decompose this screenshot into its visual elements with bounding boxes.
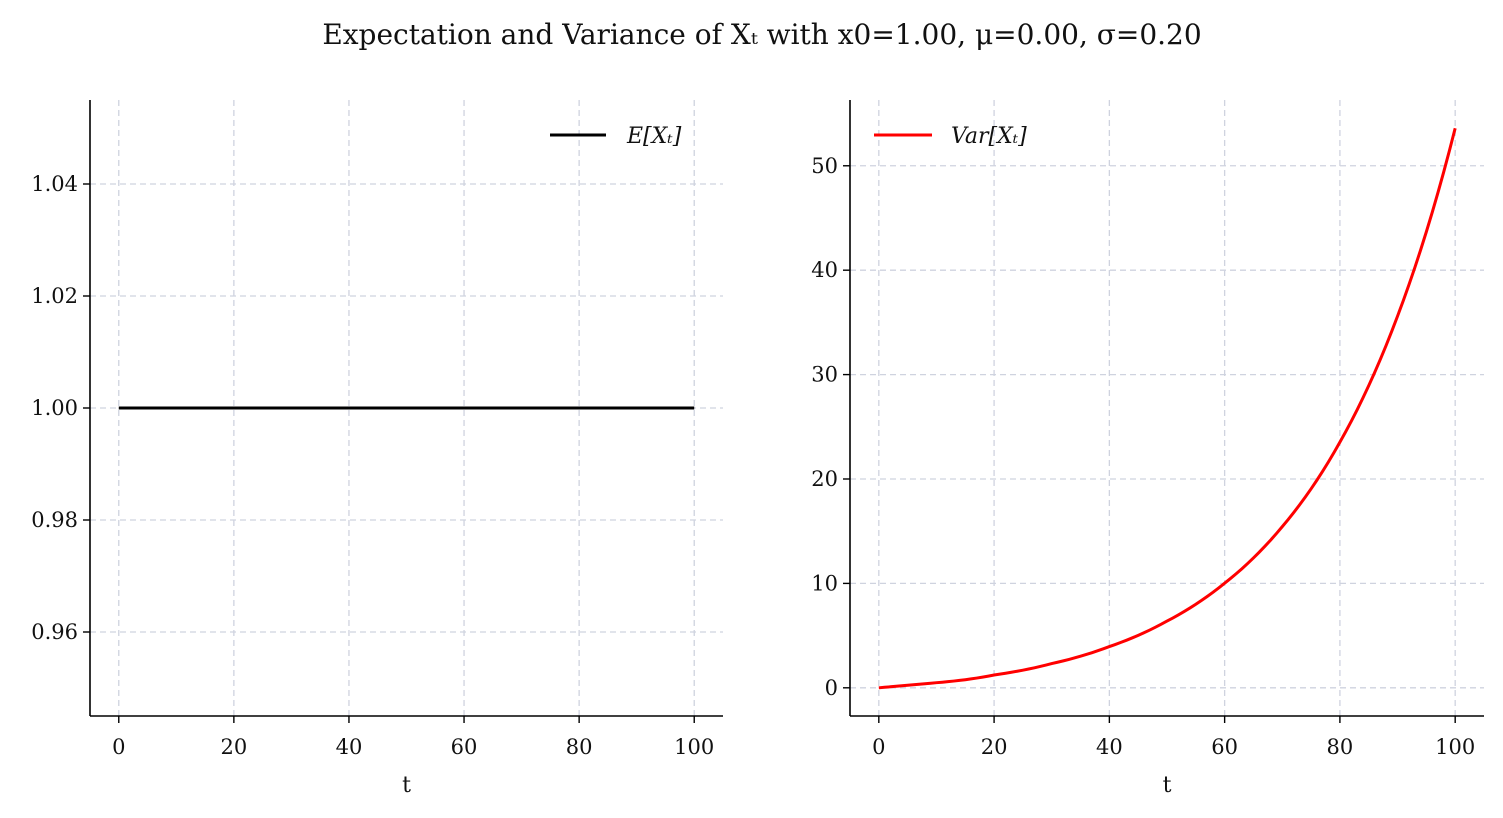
y-tick-label: 0.96 xyxy=(31,620,78,644)
x-tick-label: 100 xyxy=(1435,735,1475,759)
y-tick-label: 40 xyxy=(811,258,838,282)
x-tick-label: 60 xyxy=(1211,735,1238,759)
legend-label: E[Xₜ] xyxy=(626,124,682,149)
variance-panel: 0 20 40 60 80 100 0 10 20 30 40 50 t Var[Xₜ] xyxy=(811,100,1484,798)
x-tick-label: 0 xyxy=(872,735,885,759)
y-tick-label: 1.04 xyxy=(31,172,78,196)
y-tick-label: 20 xyxy=(811,467,838,491)
y-tick-label: 50 xyxy=(811,154,838,178)
x-axis-label: t xyxy=(402,773,411,798)
figure-title: Expectation and Variance of Xₜ with x0=1… xyxy=(322,18,1201,51)
x-tick-label: 80 xyxy=(566,735,593,759)
y-tick-label: 10 xyxy=(811,571,838,595)
x-tick-label: 40 xyxy=(1096,735,1123,759)
x-tick-label: 40 xyxy=(336,735,363,759)
x-tick-label: 0 xyxy=(112,735,125,759)
x-axis-label: t xyxy=(1163,773,1172,798)
x-tick-label: 60 xyxy=(451,735,478,759)
y-tick-label: 1.02 xyxy=(31,284,78,308)
x-tick-label: 20 xyxy=(981,735,1008,759)
y-tick-label: 0 xyxy=(825,676,838,700)
x-tick-label: 100 xyxy=(674,735,714,759)
y-tick-label: 0.98 xyxy=(31,508,78,532)
x-tick-label: 20 xyxy=(220,735,247,759)
x-tick-label: 80 xyxy=(1327,735,1354,759)
series-line xyxy=(878,127,1457,690)
expectation-panel: 0 20 40 60 80 100 0.96 0.98 1.00 1.02 1.04 t E[Xₜ] xyxy=(31,100,723,798)
y-tick-label: 1.00 xyxy=(31,396,78,420)
y-tick-label: 30 xyxy=(811,363,838,387)
legend-label: Var[Xₜ] xyxy=(951,124,1027,149)
